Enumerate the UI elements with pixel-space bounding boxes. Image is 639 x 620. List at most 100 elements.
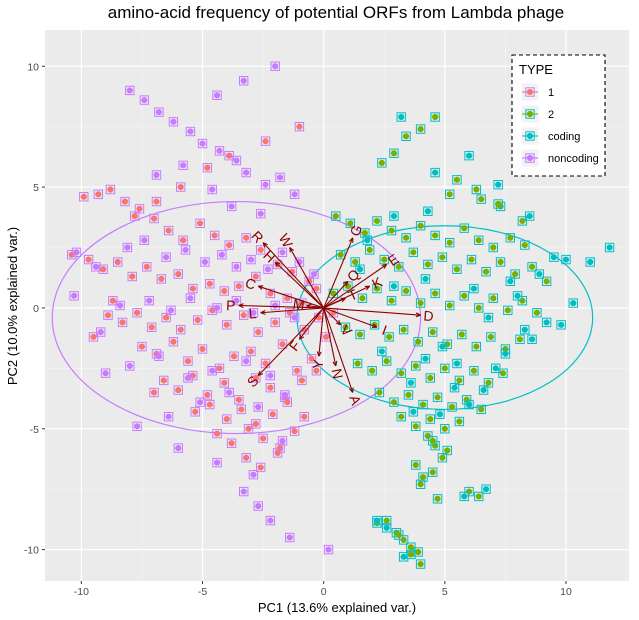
- point-1: [149, 213, 159, 224]
- point-2: [355, 329, 365, 340]
- point-outline: [195, 397, 205, 407]
- point-marker: [102, 370, 109, 377]
- point-marker: [405, 391, 412, 399]
- loading-arrow: [323, 307, 342, 326]
- point-marker: [213, 459, 221, 466]
- point-outline: [185, 293, 196, 303]
- point-1: [183, 356, 193, 366]
- y-tick-label: -5: [30, 424, 39, 436]
- point-marker: [301, 413, 308, 420]
- point-outline: [423, 259, 433, 270]
- point-2: [466, 254, 477, 265]
- point-outline: [209, 230, 220, 241]
- point-outline: [377, 346, 387, 357]
- loading-arrow: [260, 307, 324, 314]
- loading-arrowhead: [289, 247, 295, 253]
- point-2: [335, 250, 346, 260]
- point-marker: [480, 386, 487, 394]
- point-outline: [534, 269, 545, 279]
- point-marker: [269, 411, 276, 418]
- point-marker: [475, 237, 482, 244]
- point-marker: [308, 355, 315, 362]
- point-marker: [468, 256, 475, 263]
- point-marker: [70, 292, 78, 299]
- point-outline: [398, 552, 409, 562]
- point-marker: [528, 263, 536, 270]
- point-outline: [251, 373, 261, 383]
- loading-arrowhead: [274, 261, 281, 267]
- point-2: [411, 361, 421, 371]
- grid-lines: [45, 30, 629, 581]
- legend-items: 1 2 coding noncoding: [521, 83, 599, 167]
- point-2: [331, 211, 341, 221]
- point-coding: [381, 523, 392, 533]
- point-noncoding: [294, 257, 305, 267]
- point-marker: [133, 423, 141, 430]
- point-noncoding: [71, 247, 82, 258]
- point-outline: [411, 460, 421, 470]
- point-outline: [306, 353, 317, 364]
- point-2: [476, 404, 486, 415]
- point-marker: [226, 241, 233, 249]
- point-outline: [311, 366, 322, 376]
- point-marker: [402, 133, 410, 140]
- point-marker: [109, 297, 116, 304]
- point-noncoding: [168, 117, 179, 127]
- point-2: [411, 421, 421, 432]
- point-outline: [483, 378, 494, 388]
- point-1: [241, 453, 251, 463]
- point-1: [132, 308, 142, 318]
- point-1: [272, 448, 283, 458]
- point-2: [415, 124, 426, 134]
- point-marker: [184, 374, 192, 382]
- point-marker: [226, 389, 233, 396]
- point-marker: [228, 440, 235, 447]
- point-outline: [251, 271, 261, 282]
- legend-key-outline: [525, 87, 535, 97]
- point-outline: [163, 225, 174, 236]
- point-outline: [212, 90, 222, 100]
- point-outline: [459, 291, 469, 301]
- point-coding: [483, 312, 494, 323]
- point-outline: [258, 433, 268, 444]
- point-marker: [432, 169, 439, 176]
- point-2: [454, 416, 465, 427]
- point-outline: [190, 407, 200, 417]
- point-marker: [100, 266, 107, 273]
- point-marker: [497, 258, 504, 266]
- legend-label: noncoding: [548, 153, 599, 165]
- point-noncoding: [212, 90, 222, 100]
- point-marker: [400, 326, 407, 333]
- point-outline: [396, 112, 406, 122]
- point-marker: [240, 77, 247, 84]
- point-marker: [373, 285, 381, 292]
- point-outline: [234, 281, 244, 291]
- point-1: [219, 378, 230, 388]
- point-noncoding: [212, 457, 222, 468]
- point-outline: [561, 254, 571, 265]
- point-2: [495, 257, 506, 267]
- point-noncoding: [96, 327, 106, 337]
- point-1: [251, 419, 261, 429]
- point-marker: [424, 261, 431, 268]
- point-outline: [406, 378, 416, 388]
- point-outline: [188, 283, 198, 294]
- point-marker: [395, 531, 402, 539]
- x-tick-label: 5: [442, 586, 448, 598]
- point-outline: [401, 131, 411, 142]
- point-noncoding: [253, 501, 263, 511]
- point-1: [120, 196, 130, 207]
- point-outline: [398, 535, 409, 545]
- point-outline: [430, 230, 440, 241]
- point-marker: [279, 249, 286, 256]
- point-outline: [197, 344, 208, 354]
- point-noncoding: [246, 254, 256, 265]
- point-marker: [216, 147, 223, 154]
- point-1: [151, 196, 162, 207]
- point-marker: [187, 295, 194, 302]
- point-marker: [206, 401, 213, 408]
- point-outline: [452, 358, 462, 369]
- point-outline: [452, 264, 462, 274]
- loading-arrowhead: [262, 242, 268, 248]
- x-tick-label: -10: [74, 586, 89, 598]
